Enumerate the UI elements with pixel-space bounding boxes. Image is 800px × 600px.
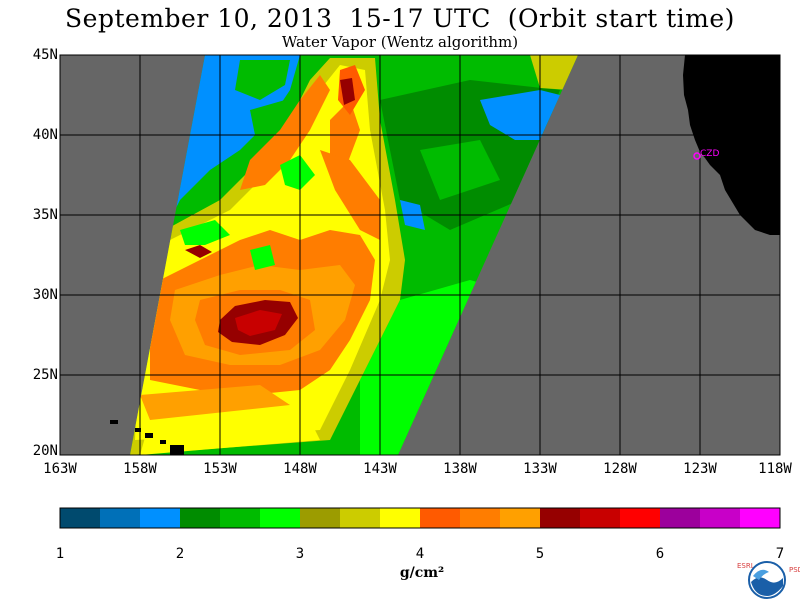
lon-label: 143W — [363, 461, 397, 477]
colorbar-segment — [140, 508, 181, 528]
station-label: CZD — [700, 149, 719, 159]
colorbar-segment — [340, 508, 381, 528]
lat-label: 40N — [32, 127, 58, 143]
lon-label: 163W — [43, 461, 77, 477]
lon-label: 148W — [283, 461, 317, 477]
station-marker — [693, 152, 701, 160]
lon-label: 153W — [203, 461, 237, 477]
logo-left-letters: ESRL — [737, 562, 755, 570]
noaa-logo: ESRL PSD — [737, 560, 800, 600]
lon-label: 158W — [123, 461, 157, 477]
colorbar-segment — [260, 508, 301, 528]
lat-label: 20N — [32, 443, 58, 459]
map-frame — [59, 54, 781, 456]
colorbar-tick: 6 — [655, 546, 665, 562]
map-title: September 10, 2013 15-17 UTC (Orbit star… — [65, 4, 735, 33]
colorbar-segment — [620, 508, 661, 528]
colorbar-segment — [100, 508, 141, 528]
colorbar — [60, 508, 781, 528]
logo-right-letters: PSD — [789, 566, 800, 574]
lat-label: 45N — [32, 47, 58, 63]
colorbar-segment — [740, 508, 781, 528]
lat-label: 30N — [32, 287, 58, 303]
lon-label: 118W — [758, 461, 792, 477]
colorbar-tick: 5 — [535, 546, 545, 562]
colorbar-tick: 3 — [295, 546, 305, 562]
colorbar-segment — [220, 508, 261, 528]
lon-label: 123W — [683, 461, 717, 477]
colorbar-segment — [540, 508, 581, 528]
lon-label: 138W — [443, 461, 477, 477]
colorbar-frame — [59, 507, 781, 529]
colorbar-segment — [500, 508, 541, 528]
hawaii-islands — [110, 420, 184, 455]
colorbar-tick: 4 — [415, 546, 425, 562]
noaa-emblem-icon — [748, 561, 786, 599]
colorbar-tick: 7 — [775, 546, 785, 562]
colorbar-segment — [380, 508, 421, 528]
colorbar-segment — [300, 508, 341, 528]
colorbar-tick: 1 — [55, 546, 65, 562]
colorbar-segment — [660, 508, 701, 528]
colorbar-segment — [60, 508, 101, 528]
lat-label: 25N — [32, 367, 58, 383]
colorbar-tick: 2 — [175, 546, 185, 562]
lon-label: 133W — [523, 461, 557, 477]
colorbar-segment — [460, 508, 501, 528]
lat-label: 35N — [32, 207, 58, 223]
colorbar-segment — [700, 508, 741, 528]
colorbar-segment — [580, 508, 621, 528]
map-subtitle: Water Vapor (Wentz algorithm) — [281, 33, 519, 51]
lon-label: 128W — [603, 461, 637, 477]
colorbar-segment — [420, 508, 461, 528]
land-area — [683, 55, 780, 235]
graticule — [60, 55, 780, 455]
colorbar-segment — [180, 508, 221, 528]
colorbar-unit: g/cm² — [399, 565, 445, 581]
